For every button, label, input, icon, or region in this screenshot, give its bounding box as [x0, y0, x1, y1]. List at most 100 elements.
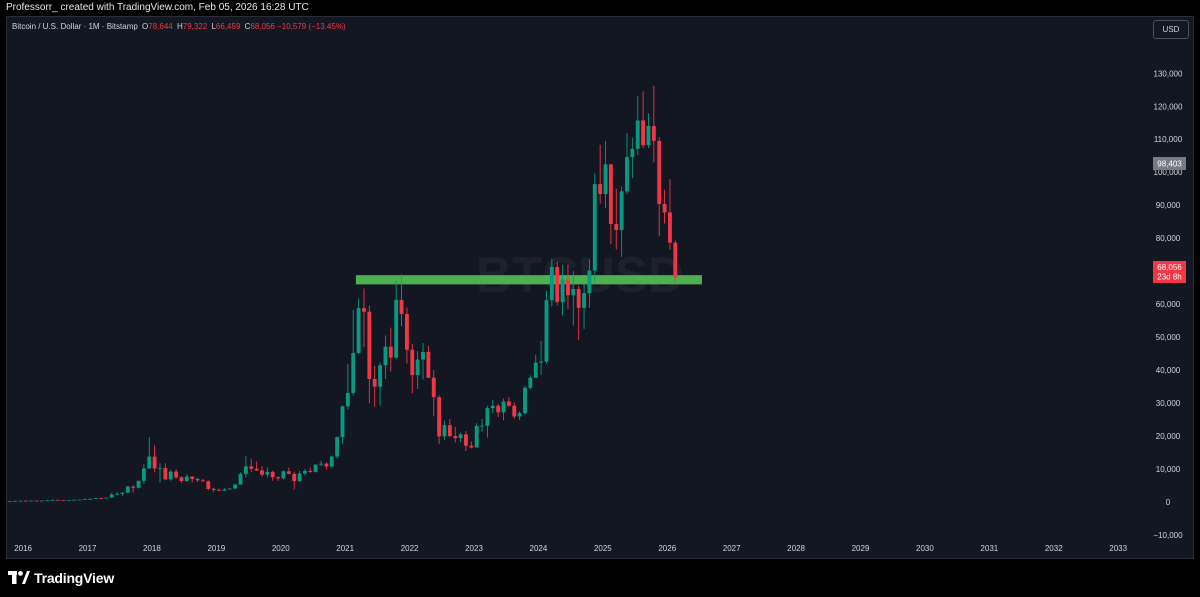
- candle-body: [120, 492, 125, 494]
- candle-body: [61, 500, 66, 501]
- candle: [82, 498, 87, 500]
- candle-body: [29, 500, 34, 502]
- candle-body: [238, 473, 243, 485]
- y-tick-label: 10,000: [1156, 465, 1181, 474]
- candle-body: [641, 120, 646, 146]
- candle-body: [598, 184, 603, 195]
- candle-body: [625, 157, 629, 192]
- candle: [464, 431, 468, 451]
- x-tick-label: 2031: [980, 544, 998, 553]
- candle-body: [319, 463, 323, 465]
- candle-body: [345, 392, 350, 407]
- candle: [657, 136, 662, 237]
- candle: [195, 477, 200, 482]
- candle-body: [163, 468, 168, 480]
- candle-body: [619, 191, 624, 230]
- candle: [345, 363, 350, 410]
- candle: [77, 499, 82, 501]
- candle: [496, 403, 501, 417]
- candle: [490, 399, 495, 414]
- last-price-label: 68,056: [1157, 263, 1182, 272]
- candle: [576, 285, 581, 341]
- candle: [646, 113, 651, 149]
- x-tick-label: 2022: [401, 544, 419, 553]
- candle-body: [7, 501, 12, 502]
- candle-body: [566, 279, 570, 296]
- candle: [544, 290, 549, 364]
- candle: [362, 288, 366, 348]
- candle: [651, 85, 656, 163]
- candle-body: [297, 473, 302, 481]
- candle-body: [592, 184, 597, 271]
- y-tick-label: 130,000: [1154, 69, 1183, 78]
- candle: [340, 405, 345, 445]
- tradingview-logo-icon: [8, 571, 30, 584]
- candle-body: [431, 377, 436, 398]
- candle: [426, 345, 431, 379]
- candle-body: [490, 405, 495, 409]
- candle-body: [453, 436, 458, 439]
- x-tick-label: 2025: [594, 544, 612, 553]
- x-tick-label: 2033: [1109, 544, 1127, 553]
- candle: [115, 492, 119, 496]
- candle-body: [211, 488, 216, 490]
- candle-body: [190, 476, 195, 479]
- x-tick-label: 2032: [1045, 544, 1063, 553]
- candle-body: [506, 401, 511, 406]
- support-zone[interactable]: [355, 275, 702, 285]
- currency-button[interactable]: USD: [1153, 20, 1189, 39]
- candle-body: [206, 481, 211, 489]
- candle-body: [668, 212, 672, 243]
- open-value: 78,644: [148, 22, 173, 31]
- candle: [276, 476, 281, 481]
- candle-body: [335, 437, 340, 457]
- tradingview-logo: TradingView: [8, 570, 114, 586]
- candle: [356, 298, 361, 354]
- candle-body: [184, 476, 189, 481]
- candle-body: [560, 279, 565, 303]
- candle: [673, 240, 678, 283]
- y-tick-label: 60,000: [1156, 300, 1181, 309]
- candle-body: [66, 500, 71, 501]
- candle-body: [394, 299, 399, 358]
- candle: [329, 455, 334, 468]
- candle-body: [399, 299, 404, 315]
- candle: [29, 500, 34, 502]
- candle-body: [109, 494, 114, 498]
- chart-pane[interactable]: [6, 16, 1194, 559]
- candle-body: [104, 497, 109, 499]
- candle-body: [662, 203, 667, 213]
- candlestick-chart[interactable]: BTCUSD 130,000120,000110,000100,00090,00…: [0, 0, 1200, 560]
- candle-body: [426, 351, 431, 378]
- candle-body: [517, 413, 522, 417]
- chart-caption: Professorr_ created with TradingView.com…: [0, 0, 1200, 16]
- candle-body: [555, 266, 560, 303]
- candle: [506, 397, 511, 407]
- candle-body: [651, 126, 656, 141]
- candle-body: [378, 365, 383, 387]
- candle: [99, 497, 103, 500]
- candle-body: [410, 349, 415, 376]
- candle: [662, 189, 667, 224]
- candle-body: [270, 471, 275, 478]
- candle: [668, 179, 672, 250]
- candle-body: [147, 456, 152, 469]
- candle: [517, 411, 522, 420]
- candle-body: [115, 493, 119, 495]
- candle: [313, 464, 318, 473]
- x-tick-label: 2023: [465, 544, 483, 553]
- candle-body: [404, 314, 409, 350]
- candle-body: [200, 480, 205, 482]
- candle: [501, 398, 506, 421]
- candle-body: [582, 293, 586, 308]
- candle-body: [313, 464, 318, 472]
- candle-body: [233, 484, 238, 489]
- candle: [453, 426, 458, 443]
- candle-body: [39, 500, 44, 502]
- candle-body: [421, 351, 425, 360]
- candle-body: [174, 471, 179, 478]
- candle-body: [464, 434, 468, 446]
- candle: [18, 500, 23, 502]
- candle-body: [286, 471, 291, 474]
- x-tick-label: 2018: [143, 544, 161, 553]
